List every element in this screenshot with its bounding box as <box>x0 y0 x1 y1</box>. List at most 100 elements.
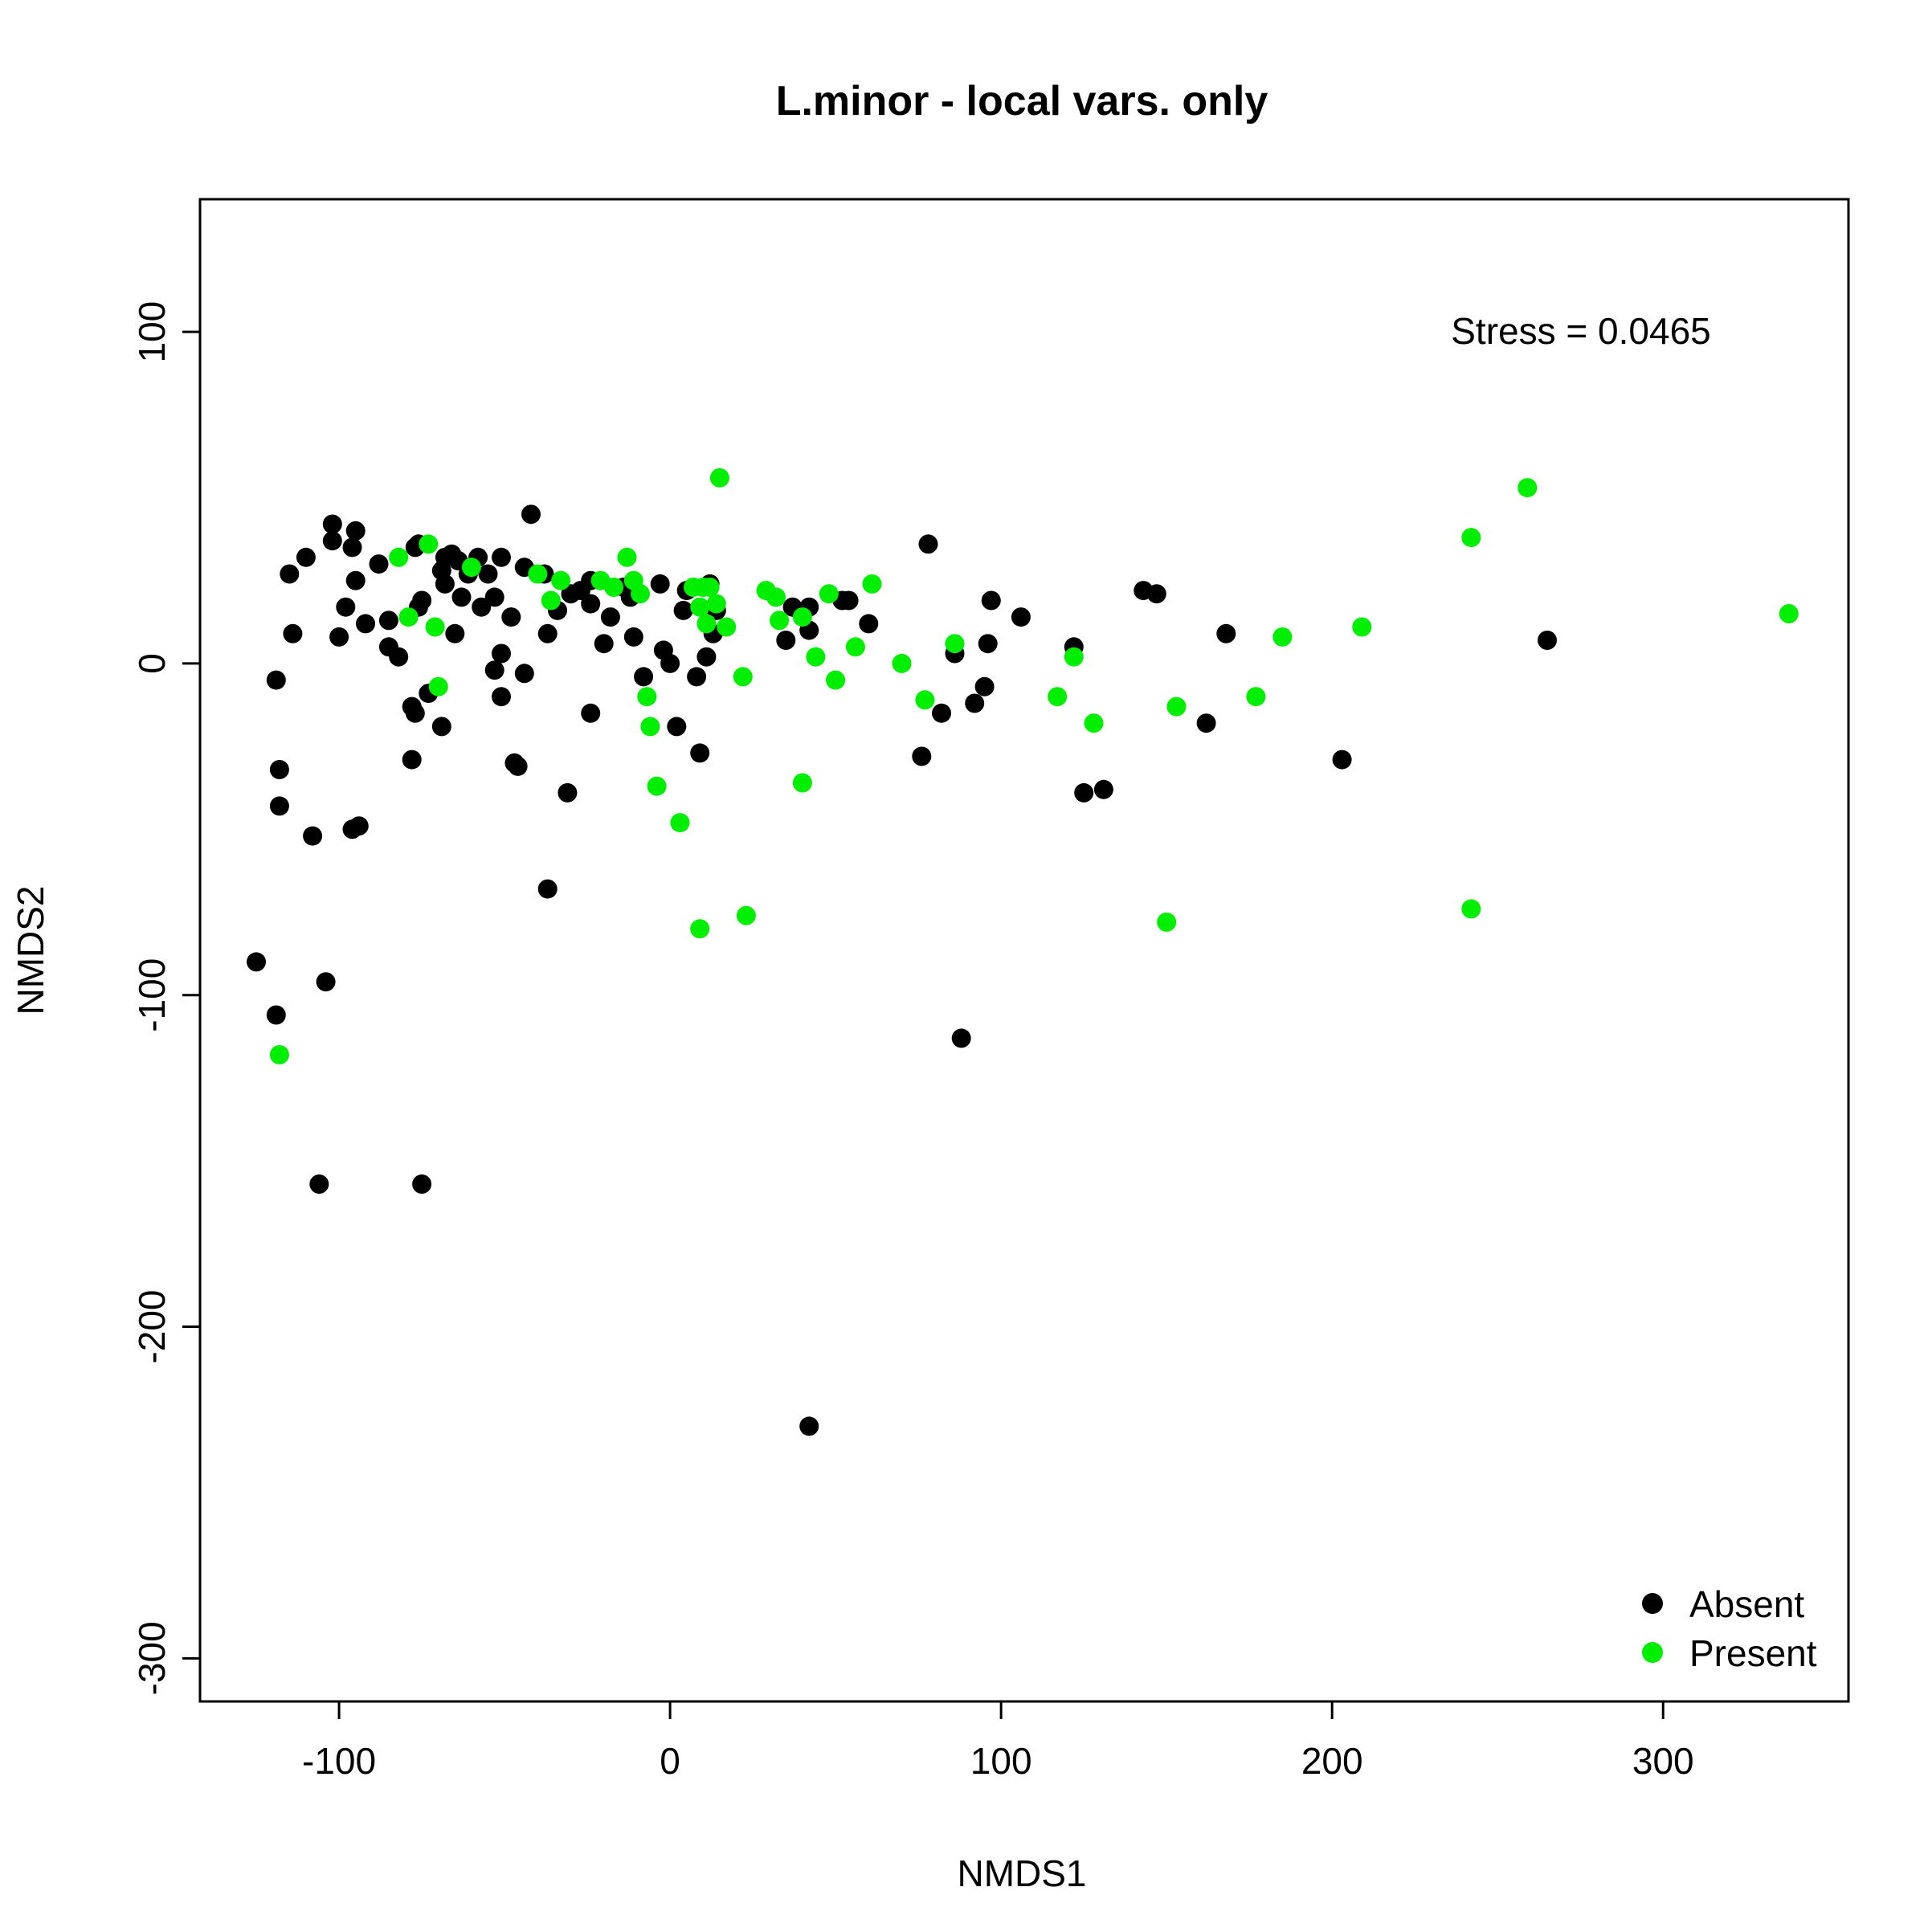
point-absent-66 <box>581 703 601 723</box>
point-absent-105 <box>1093 779 1113 799</box>
point-absent-38 <box>435 574 455 594</box>
point-present-13 <box>631 584 650 604</box>
point-absent-80 <box>690 743 710 763</box>
point-absent-48 <box>501 607 521 627</box>
point-absent-65 <box>581 594 601 614</box>
point-present-48 <box>1272 627 1293 647</box>
point-present-35 <box>819 584 839 604</box>
point-present-15 <box>640 717 660 737</box>
point-absent-59 <box>537 879 558 899</box>
point-present-52 <box>1517 478 1538 498</box>
point-absent-58 <box>537 623 558 643</box>
point-absent-79 <box>687 667 707 687</box>
point-absent-2 <box>322 531 342 551</box>
point-absent-22 <box>369 554 389 574</box>
point-absent-51 <box>492 687 511 707</box>
point-present-47 <box>1246 687 1266 707</box>
point-present-33 <box>792 773 812 793</box>
point-absent-97 <box>951 1028 971 1048</box>
point-absent-44 <box>472 597 492 617</box>
point-absent-71 <box>623 627 643 647</box>
point-absent-75 <box>660 653 680 673</box>
x-tick-label-3: 200 <box>1301 1740 1363 1782</box>
y-tick-label-0: -300 <box>131 1621 173 1695</box>
y-axis: -300 -200 -100 0 100 <box>131 301 202 1695</box>
point-present-36 <box>826 670 846 690</box>
point-absent-14 <box>303 826 323 846</box>
point-present-31 <box>770 611 790 631</box>
y-tick-label-4: 100 <box>131 301 173 363</box>
legend-label-absent: Absent <box>1689 1583 1804 1625</box>
point-absent-110 <box>1332 750 1352 770</box>
point-absent-73 <box>650 574 670 594</box>
point-absent-4 <box>280 564 300 584</box>
point-present-27 <box>736 905 756 925</box>
point-present-40 <box>915 690 935 710</box>
point-present-1 <box>419 534 439 554</box>
point-present-30 <box>766 587 786 607</box>
point-absent-16 <box>349 816 369 836</box>
y-tick-label-2: -100 <box>131 958 173 1032</box>
point-absent-104 <box>1074 782 1094 803</box>
stress-annotation: Stress = 0.0465 <box>1451 310 1710 352</box>
point-absent-29 <box>412 590 432 611</box>
point-absent-49 <box>484 660 504 680</box>
point-absent-85 <box>776 631 796 650</box>
point-present-14 <box>637 687 657 707</box>
point-absent-54 <box>514 664 534 684</box>
y-tick-label-1: -200 <box>131 1289 173 1363</box>
point-absent-45 <box>478 564 498 584</box>
point-absent-94 <box>918 534 938 554</box>
point-absent-81 <box>696 647 717 667</box>
legend-marker-absent <box>1642 1593 1663 1614</box>
point-present-10 <box>604 578 624 597</box>
point-absent-5 <box>296 547 316 567</box>
point-absent-92 <box>859 614 879 634</box>
point-present-0 <box>389 547 409 567</box>
point-absent-89 <box>799 1416 819 1436</box>
point-present-42 <box>1048 687 1068 707</box>
point-absent-99 <box>974 676 995 696</box>
point-present-2 <box>398 607 419 627</box>
point-present-21 <box>696 614 717 634</box>
point-absent-13 <box>269 796 289 816</box>
point-absent-33 <box>402 750 422 770</box>
point-present-46 <box>1166 696 1187 717</box>
point-absent-107 <box>1146 584 1166 604</box>
point-absent-95 <box>932 703 951 723</box>
point-absent-50 <box>492 643 511 664</box>
point-absent-72 <box>634 667 654 687</box>
point-absent-34 <box>431 717 451 737</box>
point-absent-25 <box>378 611 398 631</box>
point-present-23 <box>706 594 726 614</box>
point-present-43 <box>1064 647 1084 667</box>
x-tick-label-2: 100 <box>970 1740 1032 1782</box>
plot-frame <box>198 198 1850 1703</box>
point-present-38 <box>862 574 882 594</box>
point-absent-93 <box>912 746 932 766</box>
point-absent-6 <box>345 570 366 590</box>
point-absent-18 <box>266 1005 286 1025</box>
point-present-3 <box>425 617 445 637</box>
point-present-28 <box>690 919 710 939</box>
point-absent-20 <box>309 1174 329 1194</box>
point-absent-21 <box>412 1174 432 1194</box>
x-tick-label-1: 0 <box>660 1740 680 1782</box>
point-absent-101 <box>981 590 1001 611</box>
point-absent-8 <box>356 614 375 634</box>
point-present-50 <box>1461 528 1481 548</box>
point-absent-41 <box>445 623 465 643</box>
y-tick-label-3: 0 <box>131 653 173 674</box>
point-absent-10 <box>283 623 303 643</box>
point-present-41 <box>945 634 965 654</box>
point-absent-0 <box>322 514 342 534</box>
point-present-32 <box>792 607 812 627</box>
x-axis: -100 0 100 200 300 <box>302 1700 1694 1782</box>
point-present-16 <box>647 776 667 796</box>
point-absent-98 <box>965 693 985 713</box>
point-present-26 <box>733 667 753 687</box>
point-absent-31 <box>405 703 425 723</box>
point-present-11 <box>617 547 637 567</box>
